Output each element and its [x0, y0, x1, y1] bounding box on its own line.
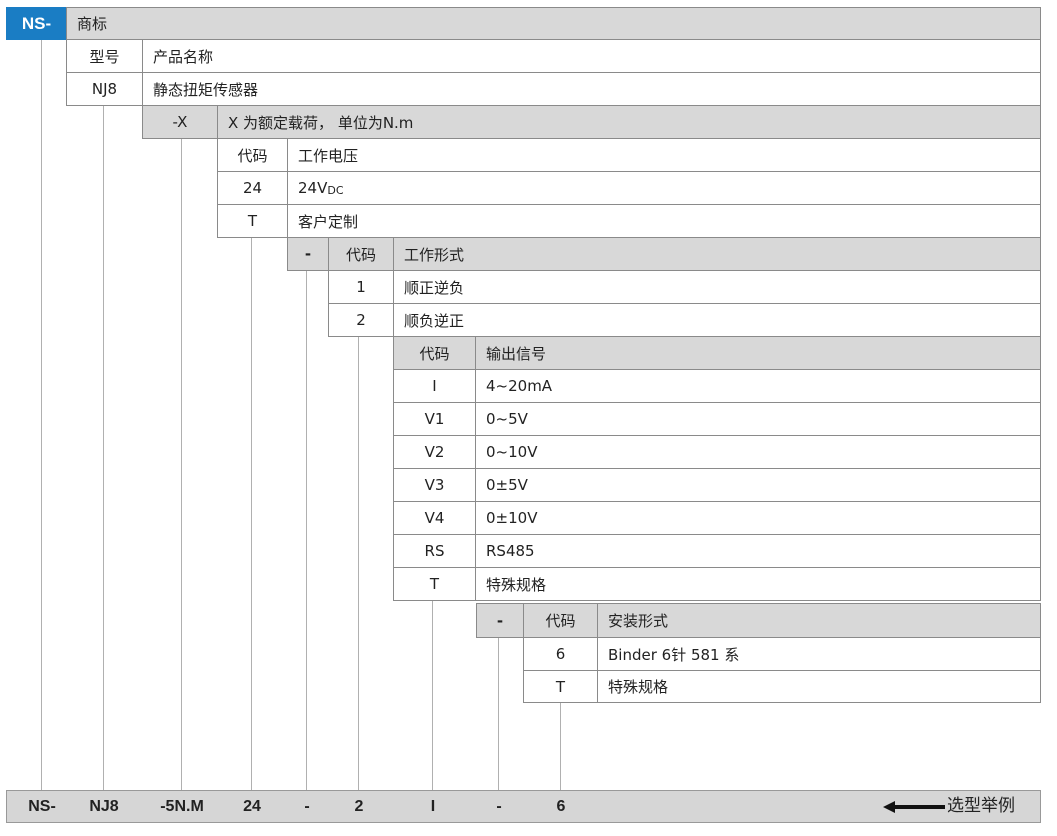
output-header-desc: 输出信号: [475, 336, 1041, 370]
connector-line: [432, 600, 433, 790]
voltage-header-code: 代码: [217, 138, 288, 172]
connector-line: [306, 270, 307, 790]
model-desc: 静态扭矩传感器: [142, 72, 1041, 106]
voltage-desc: 24V DC: [287, 171, 1041, 205]
arrow-left-icon: [883, 801, 945, 813]
model-header-desc: 产品名称: [142, 39, 1041, 73]
connector-line: [358, 336, 359, 790]
mount-header-desc: 安装形式: [597, 603, 1041, 638]
brand-label: 商标: [66, 7, 1041, 40]
voltage-value: 24V: [298, 179, 328, 197]
voltage-header-desc: 工作电压: [287, 138, 1041, 172]
connector-line: [498, 637, 499, 790]
mount-desc: Binder 6针 581 系: [597, 637, 1041, 671]
output-code: V3: [393, 468, 476, 502]
output-header-code: 代码: [393, 336, 476, 370]
output-desc: 0±10V: [475, 501, 1041, 535]
example-part: NS-: [28, 798, 56, 815]
voltage-code: T: [217, 204, 288, 238]
voltage-code: 24: [217, 171, 288, 205]
mount-desc: 特殊规格: [597, 670, 1041, 703]
connector-line: [103, 105, 104, 790]
brand-code: NS-: [6, 7, 67, 40]
mode-code: 2: [328, 303, 394, 337]
example-bar: NS- NJ8 -5N.M 24 - 2 I - 6 选型举例: [6, 790, 1041, 823]
example-part: 2: [354, 798, 364, 815]
connector-line: [181, 138, 182, 790]
example-part: -5N.M: [160, 798, 204, 815]
mount-header-code: 代码: [523, 603, 598, 638]
output-code: V1: [393, 402, 476, 436]
mount-code: 6: [523, 637, 598, 671]
load-code: -X: [142, 105, 218, 139]
output-code: V2: [393, 435, 476, 469]
output-code: I: [393, 369, 476, 403]
output-desc: 0~10V: [475, 435, 1041, 469]
mount-code: T: [523, 670, 598, 703]
model-header-code: 型号: [66, 39, 143, 73]
load-desc: X 为额定载荷， 单位为N.m: [217, 105, 1041, 139]
mode-separator: -: [287, 237, 329, 271]
voltage-desc: 客户定制: [287, 204, 1041, 238]
mode-desc: 顺负逆正: [393, 303, 1041, 337]
mode-header-desc: 工作形式: [393, 237, 1041, 271]
model-code: NJ8: [66, 72, 143, 106]
connector-line: [560, 702, 561, 790]
example-part: NJ8: [89, 798, 119, 815]
output-desc: RS485: [475, 534, 1041, 568]
example-part: -: [304, 798, 310, 815]
example-part: I: [430, 798, 436, 815]
mount-separator: -: [476, 603, 524, 638]
output-desc: 4~20mA: [475, 369, 1041, 403]
output-code: RS: [393, 534, 476, 568]
example-label: 选型举例: [947, 796, 1015, 816]
example-part: 24: [243, 798, 261, 815]
output-code: V4: [393, 501, 476, 535]
example-part: -: [496, 798, 502, 815]
output-code: T: [393, 567, 476, 601]
voltage-subscript: DC: [327, 183, 344, 197]
example-part: 6: [556, 798, 566, 815]
output-desc: 特殊规格: [475, 567, 1041, 601]
mode-desc: 顺正逆负: [393, 270, 1041, 304]
connector-line: [251, 237, 252, 790]
output-desc: 0±5V: [475, 468, 1041, 502]
output-desc: 0~5V: [475, 402, 1041, 436]
mode-code: 1: [328, 270, 394, 304]
connector-line: [41, 39, 42, 790]
mode-header-code: 代码: [328, 237, 394, 271]
